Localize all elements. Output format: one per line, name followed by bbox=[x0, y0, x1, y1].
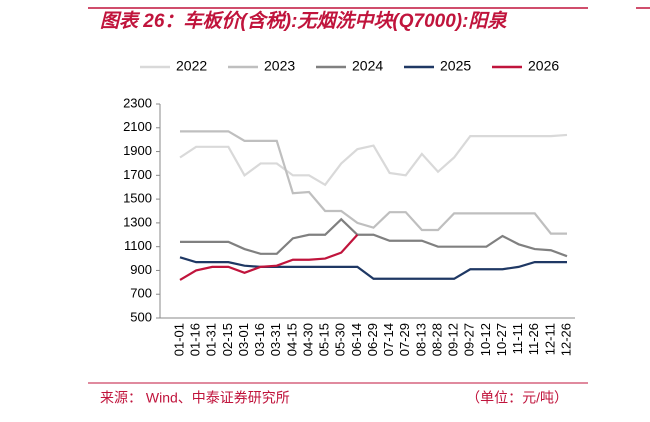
legend-label: 2025 bbox=[440, 58, 471, 74]
x-tick-label: 03-16 bbox=[252, 323, 267, 356]
unit: （单位：元/吨） bbox=[466, 390, 568, 406]
x-tick-label: 12-11 bbox=[542, 323, 557, 355]
x-tick-label: 11-11 bbox=[510, 323, 525, 354]
series-line bbox=[180, 130, 567, 235]
x-tick-label: 07-29 bbox=[397, 323, 412, 356]
x-tick-label: 10-12 bbox=[478, 323, 493, 356]
x-tick-label: 08-13 bbox=[413, 323, 428, 356]
series-line bbox=[179, 256, 567, 280]
x-tick-label: 08-28 bbox=[429, 323, 444, 356]
y-tick-label: 2300 bbox=[123, 95, 152, 110]
y-tick-label: 500 bbox=[130, 309, 152, 324]
x-tick-label: 06-14 bbox=[349, 323, 364, 356]
x-tick-label: 11-26 bbox=[526, 323, 541, 355]
chart-title: 图表 26：车板价(含税):无烟洗中块(Q7000):阳泉 bbox=[100, 10, 507, 32]
x-tick-label: 05-30 bbox=[333, 323, 348, 356]
x-tick-label: 02-15 bbox=[220, 323, 235, 356]
x-tick-label: 04-30 bbox=[300, 323, 315, 356]
y-tick-label: 900 bbox=[130, 262, 152, 277]
y-tick-label: 700 bbox=[130, 286, 152, 301]
series-line bbox=[179, 234, 359, 281]
source: 来源： Wind、中泰证券研究所 bbox=[100, 390, 290, 406]
x-tick-label: 06-29 bbox=[365, 323, 380, 356]
y-tick-label: 1700 bbox=[123, 167, 152, 182]
x-tick-label: 01-31 bbox=[204, 323, 219, 356]
x-tick-label: 03-31 bbox=[268, 323, 283, 356]
x-tick-label: 09-12 bbox=[446, 323, 461, 356]
x-tick-label: 04-15 bbox=[284, 323, 299, 356]
x-tick-label: 01-16 bbox=[188, 323, 203, 356]
y-tick-label: 1300 bbox=[123, 214, 152, 229]
y-tick-label: 1900 bbox=[123, 143, 152, 158]
legend-label: 2022 bbox=[176, 58, 207, 74]
x-tick-label: 12-26 bbox=[558, 323, 573, 356]
x-tick-label: 05-15 bbox=[317, 323, 332, 356]
x-tick-label: 07-14 bbox=[381, 323, 396, 356]
x-tick-label: 01-01 bbox=[171, 323, 186, 356]
legend-label: 2023 bbox=[264, 58, 295, 74]
series-line bbox=[179, 133, 568, 187]
y-tick-label: 2100 bbox=[123, 119, 152, 134]
legend-label: 2024 bbox=[352, 58, 383, 74]
series-line bbox=[180, 217, 568, 258]
legend-label: 2026 bbox=[528, 58, 559, 74]
y-tick-label: 1500 bbox=[123, 191, 152, 206]
y-tick-label: 1100 bbox=[124, 238, 152, 253]
x-tick-label: 03-01 bbox=[236, 323, 251, 356]
x-tick-label: 09-27 bbox=[462, 323, 477, 356]
x-tick-label: 10-27 bbox=[494, 323, 509, 356]
